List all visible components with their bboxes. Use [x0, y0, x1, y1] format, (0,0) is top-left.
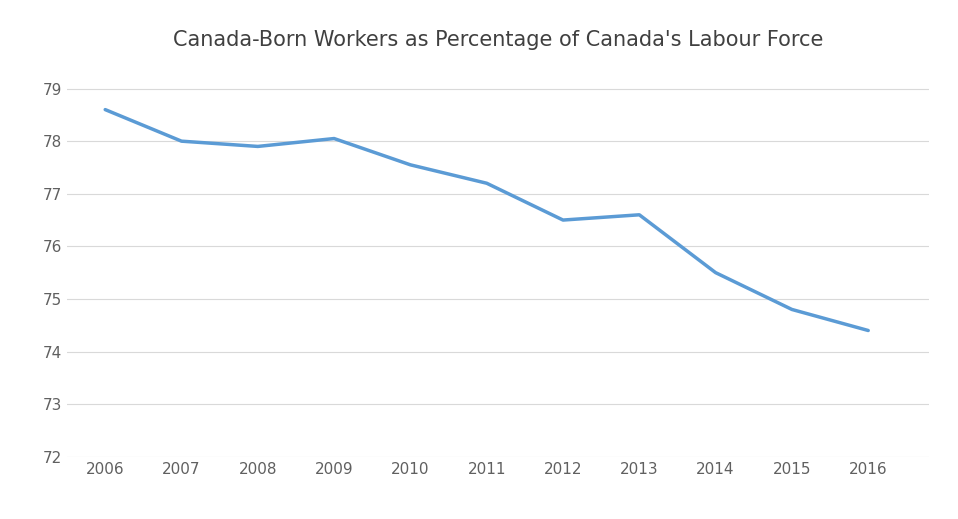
Title: Canada-Born Workers as Percentage of Canada's Labour Force: Canada-Born Workers as Percentage of Can… [173, 30, 823, 50]
